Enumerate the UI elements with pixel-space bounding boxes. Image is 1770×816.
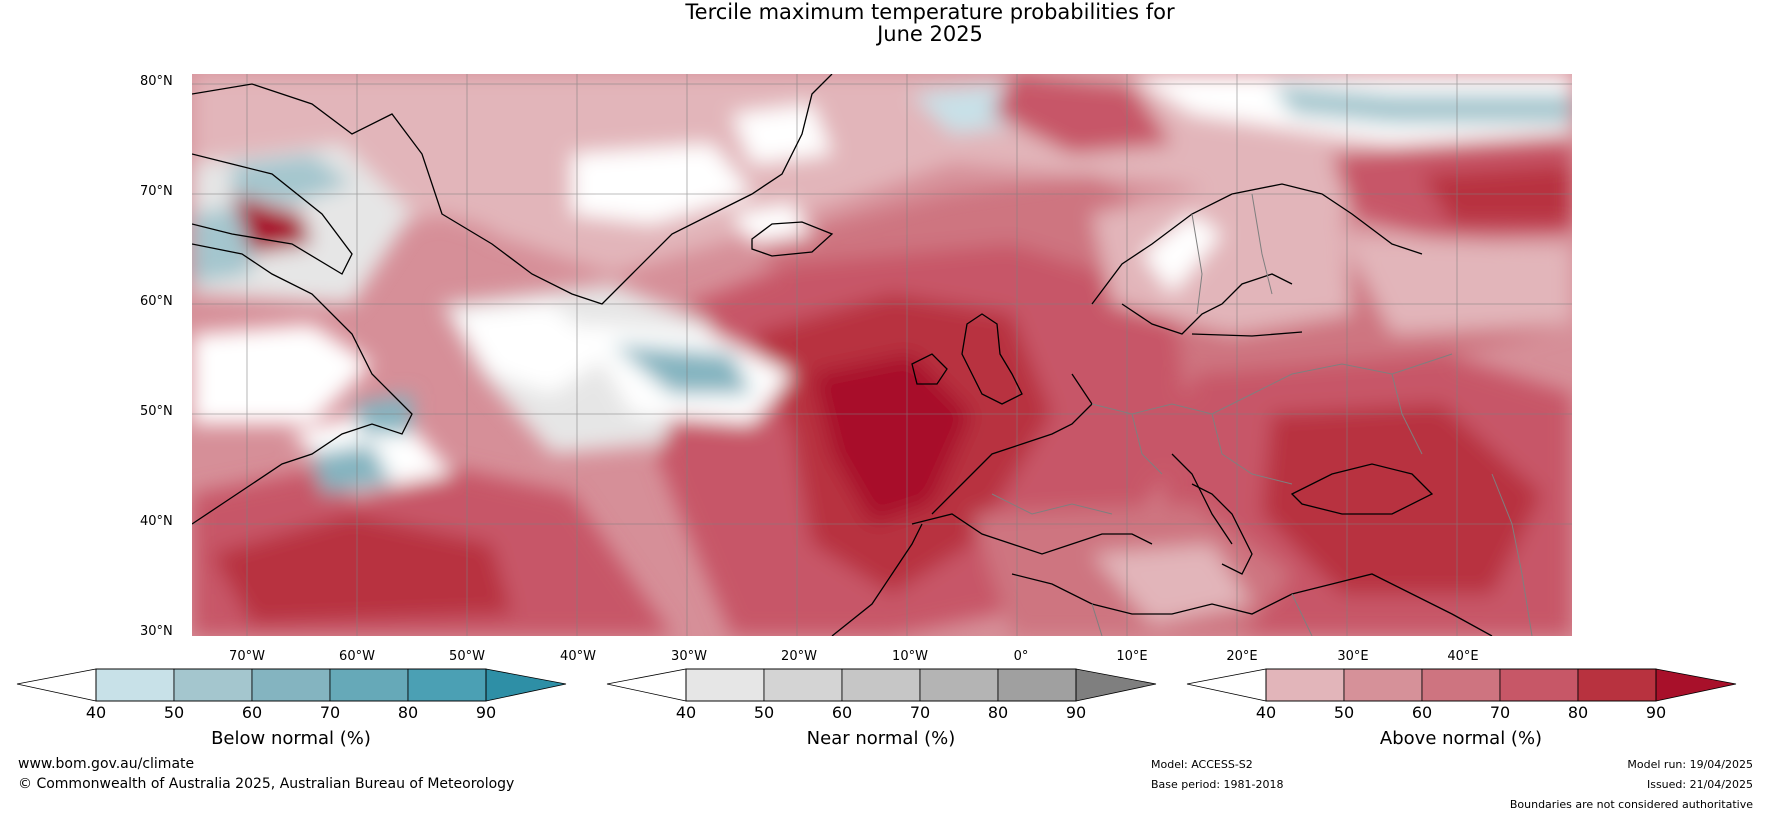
colorbar-near-bin-60-70 <box>841 668 921 702</box>
colorbar-near-title: Near normal (%) <box>806 728 956 749</box>
colorbar-above-tick-80: 80 <box>1567 703 1589 722</box>
issued-date: Issued: 21/04/2025 <box>1646 778 1753 791</box>
probability-map <box>192 74 1572 636</box>
lon-label-60w: 60°W <box>339 649 375 664</box>
colorbar-above-tick-40: 40 <box>1255 703 1277 722</box>
colorbar-near-tick-50: 50 <box>753 703 775 722</box>
colorbar-near-bin-80-90 <box>997 668 1077 702</box>
colorbar-below-title: Below normal (%) <box>211 728 371 749</box>
colorbar-below-bin-60-70 <box>251 668 331 702</box>
lat-label-40n: 40°N <box>140 514 173 529</box>
colorbar-above-bin-70-80 <box>1499 668 1579 702</box>
colorbar-above-low-extension <box>1186 668 1267 702</box>
colorbar-above-bin-50-60 <box>1343 668 1423 702</box>
colorbar-near-normal <box>606 668 1157 702</box>
lon-label-10w: 10°W <box>892 649 928 664</box>
colorbar-above-tick-60: 60 <box>1411 703 1433 722</box>
colorbar-near-tick-90: 90 <box>1065 703 1087 722</box>
colorbar-below-tick-60: 60 <box>241 703 263 722</box>
colorbar-below-tick-80: 80 <box>397 703 419 722</box>
colorbar-above-tick-90: 90 <box>1645 703 1667 722</box>
colorbar-near-tick-60: 60 <box>831 703 853 722</box>
lon-label-70w: 70°W <box>229 649 265 664</box>
colorbar-near-bin-50-60 <box>763 668 843 702</box>
boundaries-disclaimer: Boundaries are not considered authoritat… <box>1509 798 1753 811</box>
lon-label-40w: 40°W <box>560 649 596 664</box>
colorbar-above-normal <box>1186 668 1737 702</box>
colorbar-near-bin-70-80 <box>919 668 999 702</box>
map-title-line2: June 2025 <box>877 22 983 46</box>
lat-label-30n: 30°N <box>140 624 173 639</box>
colorbar-above-tick-70: 70 <box>1489 703 1511 722</box>
colorbar-above-high-extension <box>1655 668 1737 702</box>
country-borders <box>991 193 1533 636</box>
colorbar-above-bin-80-90 <box>1577 668 1657 702</box>
colorbar-below-bin-80-90 <box>407 668 487 702</box>
colorbar-above-bin-40-50 <box>1265 668 1345 702</box>
lat-label-80n: 80°N <box>140 74 173 89</box>
colorbar-near-high-extension <box>1075 668 1157 702</box>
colorbar-below-bin-70-80 <box>329 668 409 702</box>
colorbar-below-tick-50: 50 <box>163 703 185 722</box>
colorbar-below-tick-40: 40 <box>85 703 107 722</box>
lon-label-30e: 30°E <box>1337 649 1369 664</box>
colorbar-near-bin-40-50 <box>685 668 765 702</box>
map-title-line1: Tercile maximum temperature probabilitie… <box>685 0 1175 24</box>
lon-label-10e: 10°E <box>1116 649 1148 664</box>
graticule <box>192 74 1572 636</box>
colorbar-below-high-extension <box>485 668 567 702</box>
lon-label-20e: 20°E <box>1226 649 1258 664</box>
colorbar-near-tick-80: 80 <box>987 703 1009 722</box>
colorbar-above-bin-60-70 <box>1421 668 1501 702</box>
base-period: Base period: 1981-2018 <box>1151 778 1284 791</box>
lon-label-30w: 30°W <box>671 649 707 664</box>
lat-label-70n: 70°N <box>140 184 173 199</box>
colorbar-below-tick-90: 90 <box>475 703 497 722</box>
lon-label-50w: 50°W <box>449 649 485 664</box>
probability-field <box>192 74 1572 636</box>
colorbar-near-low-extension <box>606 668 687 702</box>
website-link[interactable]: www.bom.gov.au/climate <box>18 756 195 772</box>
colorbar-below-bin-40-50 <box>95 668 175 702</box>
lon-label-20w: 20°W <box>781 649 817 664</box>
copyright-text: © Commonwealth of Australia 2025, Austra… <box>18 776 515 792</box>
model-name: Model: ACCESS-S2 <box>1151 758 1253 771</box>
colorbar-below-bin-50-60 <box>173 668 253 702</box>
colorbar-near-tick-70: 70 <box>909 703 931 722</box>
lon-label-0: 0° <box>1013 649 1029 664</box>
colorbar-below-tick-70: 70 <box>319 703 341 722</box>
colorbar-above-tick-50: 50 <box>1333 703 1355 722</box>
colorbar-above-title: Above normal (%) <box>1379 728 1543 749</box>
lat-label-50n: 50°N <box>140 404 173 419</box>
colorbar-below-low-extension <box>16 668 97 702</box>
colorbar-below-normal <box>16 668 567 702</box>
lat-label-60n: 60°N <box>140 294 173 309</box>
model-run-date: Model run: 19/04/2025 <box>1627 758 1753 771</box>
lon-label-40e: 40°E <box>1447 649 1479 664</box>
colorbar-near-tick-40: 40 <box>675 703 697 722</box>
